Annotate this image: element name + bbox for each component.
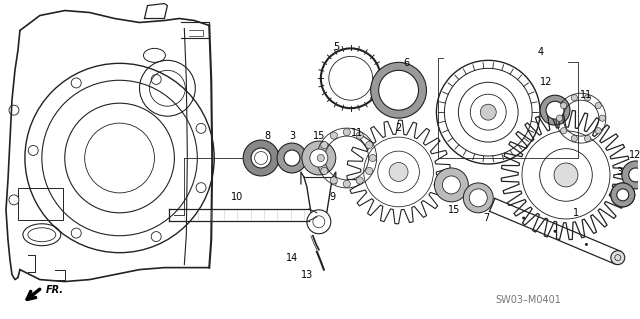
Circle shape: [617, 189, 628, 201]
Text: 15: 15: [448, 205, 461, 215]
Text: 3: 3: [289, 131, 295, 141]
Circle shape: [365, 167, 372, 174]
Circle shape: [330, 132, 337, 139]
Circle shape: [71, 78, 81, 88]
Circle shape: [321, 167, 328, 174]
Circle shape: [284, 150, 300, 166]
Circle shape: [556, 115, 563, 121]
Text: 7: 7: [483, 213, 490, 223]
Text: 9: 9: [330, 192, 336, 202]
Circle shape: [435, 168, 468, 202]
Circle shape: [540, 95, 570, 125]
Text: 12: 12: [628, 150, 640, 160]
Text: 11: 11: [580, 90, 592, 100]
Circle shape: [611, 183, 635, 207]
Circle shape: [151, 74, 161, 85]
Text: 6: 6: [403, 58, 410, 68]
Text: 14: 14: [286, 253, 298, 263]
Circle shape: [571, 135, 577, 142]
Circle shape: [196, 123, 206, 133]
Text: 11: 11: [351, 128, 363, 138]
Circle shape: [71, 228, 81, 238]
Circle shape: [371, 62, 426, 118]
Circle shape: [622, 161, 640, 189]
Text: 8: 8: [264, 131, 270, 141]
Circle shape: [343, 129, 350, 136]
Circle shape: [522, 217, 525, 219]
Circle shape: [196, 183, 206, 193]
Circle shape: [628, 168, 640, 182]
Circle shape: [595, 102, 602, 109]
Circle shape: [561, 128, 567, 134]
Circle shape: [379, 70, 419, 110]
Circle shape: [317, 154, 324, 162]
Circle shape: [365, 141, 372, 149]
Text: 4: 4: [538, 48, 544, 57]
Text: 3: 3: [617, 167, 623, 177]
Text: 5: 5: [333, 42, 340, 52]
Text: 12: 12: [540, 77, 552, 87]
Text: FR.: FR.: [46, 285, 64, 294]
Circle shape: [469, 189, 487, 207]
Circle shape: [584, 135, 591, 142]
Text: 1: 1: [573, 208, 579, 218]
Circle shape: [480, 104, 496, 120]
Text: SW03–M0401: SW03–M0401: [495, 294, 561, 305]
Circle shape: [330, 177, 337, 184]
Circle shape: [584, 95, 591, 101]
Circle shape: [369, 154, 376, 162]
Circle shape: [554, 230, 557, 233]
Circle shape: [310, 149, 328, 167]
Circle shape: [389, 162, 408, 182]
Circle shape: [277, 143, 307, 173]
Circle shape: [321, 141, 328, 149]
Circle shape: [595, 128, 602, 134]
Circle shape: [151, 232, 161, 241]
Text: 13: 13: [301, 270, 313, 279]
Circle shape: [571, 95, 577, 101]
Circle shape: [356, 177, 364, 184]
Circle shape: [356, 132, 364, 139]
Circle shape: [554, 163, 578, 187]
Text: 15: 15: [313, 131, 325, 141]
Text: 10: 10: [231, 192, 243, 202]
Circle shape: [251, 148, 271, 168]
Circle shape: [442, 176, 460, 194]
Text: 2: 2: [396, 123, 402, 133]
Circle shape: [9, 195, 19, 205]
Circle shape: [343, 180, 350, 188]
Circle shape: [585, 243, 588, 246]
Circle shape: [9, 105, 19, 115]
Circle shape: [463, 183, 493, 213]
Circle shape: [28, 145, 38, 155]
Circle shape: [243, 140, 279, 176]
Circle shape: [546, 101, 564, 119]
Circle shape: [611, 251, 625, 265]
Circle shape: [599, 115, 605, 121]
Circle shape: [302, 141, 336, 175]
Circle shape: [561, 102, 567, 109]
